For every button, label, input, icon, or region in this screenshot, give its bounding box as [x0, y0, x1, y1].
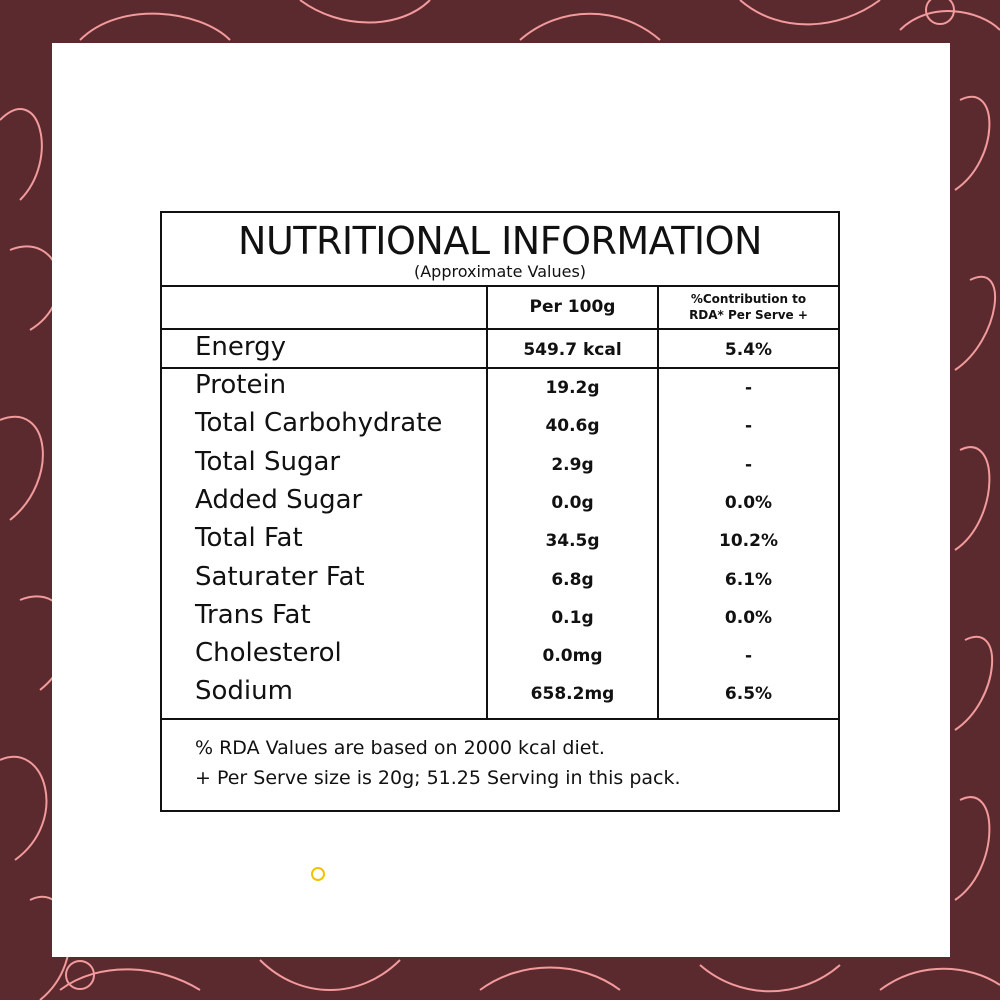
footnote: % RDA Values are based on 2000 kcal diet…	[195, 737, 605, 759]
nutrient-name: Total Fat	[195, 523, 303, 554]
nutrient-name: Total Sugar	[195, 446, 341, 477]
row-divider	[162, 285, 838, 287]
flower	[925, 0, 955, 25]
per-100g-value: 0.0mg	[542, 646, 603, 667]
nutrient-name: Saturater Fat	[195, 561, 365, 592]
rda-value: 10.2%	[719, 531, 778, 552]
table-title: NUTRITIONAL INFORMATION	[238, 219, 762, 263]
leaf-pattern	[59, 959, 1000, 993]
nutrient-name: Energy	[195, 332, 287, 362]
column-header: RDA* Per Serve +	[689, 308, 808, 322]
nutrition-table: NUTRITIONAL INFORMATION (Approximate Val…	[160, 211, 840, 812]
per-100g-value: 658.2mg	[530, 684, 615, 705]
per-100g-value: 19.2g	[545, 378, 600, 398]
dot	[311, 867, 325, 881]
rda-value: -	[744, 454, 753, 475]
column-divider	[657, 287, 659, 720]
per-100g-value: 40.6g	[545, 416, 600, 437]
rda-value: 6.5%	[724, 684, 773, 705]
row-divider	[162, 718, 838, 720]
column-header: %Contribution to	[690, 292, 807, 306]
per-100g-value: 2.9g	[551, 454, 594, 475]
nutrient-name: Trans Fat	[195, 599, 311, 630]
leaf-pattern	[954, 96, 997, 901]
table-subtitle: (Approximate Values)	[413, 262, 587, 281]
flower	[65, 960, 95, 990]
nutrient-name: Sodium	[195, 676, 293, 707]
white-panel	[52, 43, 950, 957]
per-100g-value: 0.1g	[551, 607, 594, 628]
leaf-pattern	[79, 0, 1000, 41]
rda-value: 0.0%	[724, 607, 773, 628]
per-100g-value: 34.5g	[545, 531, 600, 552]
nutrient-name: Total Carbohydrate	[195, 408, 443, 439]
nutrient-name: Protein	[195, 370, 287, 400]
rda-value: 5.4%	[724, 340, 773, 360]
per-100g-value: 6.8g	[551, 569, 594, 590]
column-header: Per 100g	[529, 297, 616, 317]
nutrient-name: Added Sugar	[195, 484, 363, 515]
footnote: + Per Serve size is 20g; 51.25 Serving i…	[195, 767, 681, 789]
row-divider	[162, 367, 838, 369]
row-divider	[162, 328, 838, 330]
nutrient-name: Cholesterol	[195, 638, 342, 669]
per-100g-value: 549.7 kcal	[523, 340, 622, 360]
rda-value: -	[744, 378, 753, 398]
column-divider	[486, 287, 488, 720]
rda-value: -	[744, 646, 753, 667]
rda-value: 6.1%	[724, 569, 773, 590]
rda-value: -	[744, 416, 753, 437]
rda-value: 0.0%	[724, 492, 773, 513]
per-100g-value: 0.0g	[551, 492, 594, 513]
